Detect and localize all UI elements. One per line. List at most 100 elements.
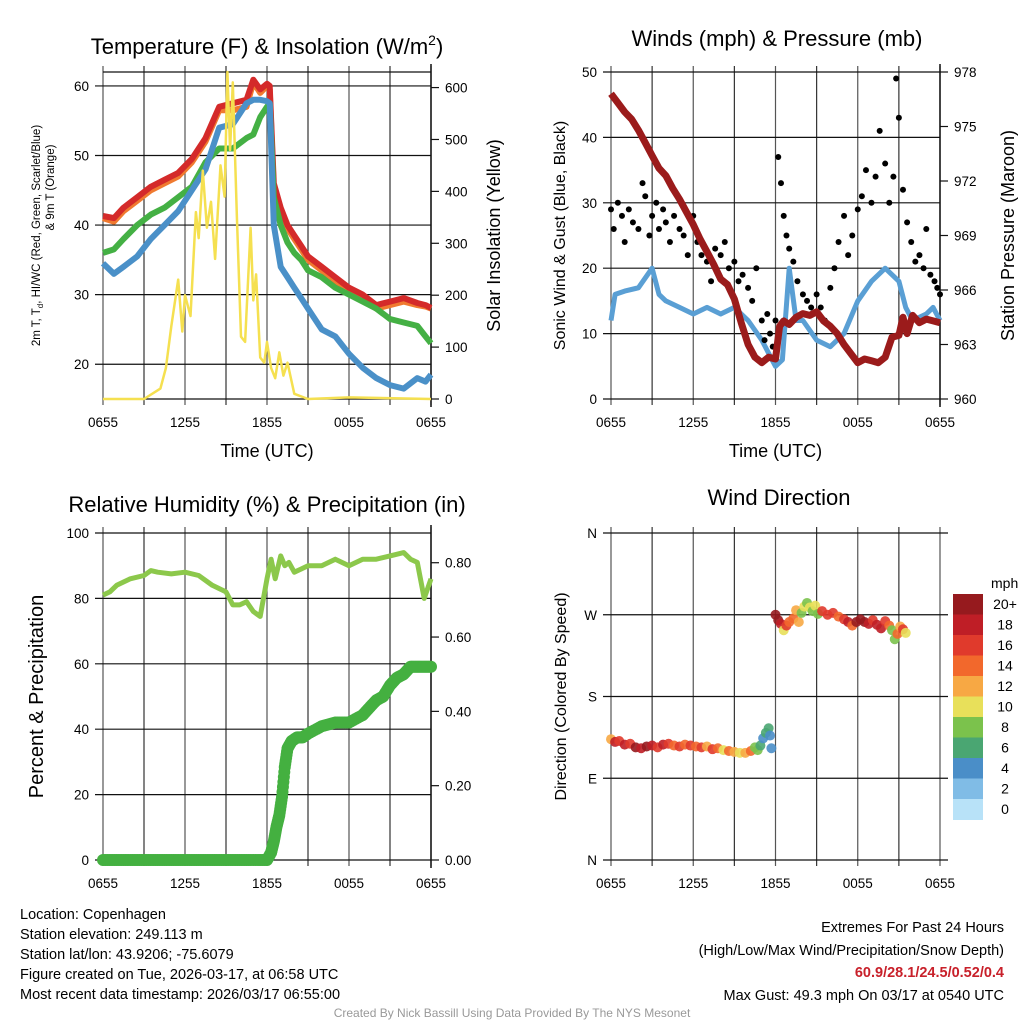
gust-point <box>708 278 715 285</box>
gust-point <box>764 310 771 317</box>
x-tick-label: 0655 <box>416 415 446 430</box>
y2-axis-label: Solar Insolation (Yellow) <box>484 139 504 331</box>
ylabel-part: , HI/WC (Red, Green, Scarlet/Blue) <box>31 125 43 304</box>
y2-tick-label: 963 <box>954 338 977 353</box>
precip-point <box>425 660 437 673</box>
direction-point <box>876 623 887 634</box>
gust-point <box>849 232 856 239</box>
gust-point <box>934 284 941 291</box>
elevation-text: Station elevation: 249.113 m <box>20 927 203 943</box>
legend-label: 12 <box>997 678 1013 694</box>
y-tick-label: 0 <box>81 853 89 868</box>
y-tick-label: 80 <box>74 591 89 606</box>
legend-label: 8 <box>1001 719 1009 735</box>
location-text: Location: Copenhagen <box>20 907 166 923</box>
x-tick-label: 1255 <box>170 876 200 891</box>
extremes-info: Extremes For Past 24 Hours (High/Low/Max… <box>699 917 1004 1007</box>
x-tick-label: 0055 <box>334 415 364 430</box>
gust-point <box>804 297 811 304</box>
gust-point <box>904 219 911 226</box>
y2-tick-label: 600 <box>445 81 468 96</box>
gust-point <box>916 252 923 259</box>
y-tick-label: 10 <box>582 327 597 342</box>
gust-point <box>868 199 875 206</box>
title-text: Temperature (F) & Insolation (W/m <box>91 34 428 59</box>
gust-point <box>735 278 742 285</box>
y2-tick-label: 966 <box>954 283 977 298</box>
y-axis-label: 2m T, Td, HI/WC (Red, Green, Scarlet/Blu… <box>31 125 45 346</box>
y-tick-label: 60 <box>74 657 89 672</box>
y-tick-label: 30 <box>582 196 597 211</box>
ylabel-part: 2m T, T <box>31 308 43 346</box>
x-tick-label: 0055 <box>334 876 364 891</box>
x-tick-label: 1855 <box>252 415 282 430</box>
x-tick-label: 0055 <box>843 415 873 430</box>
gust-point <box>872 173 879 180</box>
gust-point <box>753 265 760 272</box>
x-tick-label: 0655 <box>416 876 446 891</box>
max-gust-text: Max Gust: 49.3 mph On 03/17 at 0540 UTC <box>723 987 1004 1004</box>
legend-label: 6 <box>1001 740 1009 756</box>
y-tick-label: 40 <box>582 130 597 145</box>
gust-point <box>777 180 784 187</box>
chart-title: Temperature (F) & Insolation (W/m2) <box>91 32 444 59</box>
gust-point <box>739 271 746 278</box>
gust-point <box>680 232 687 239</box>
y2-tick-label: 0.60 <box>445 630 471 645</box>
gust-point <box>937 291 943 298</box>
y-tick-label: 20 <box>582 261 597 276</box>
x-tick-label: 1255 <box>678 415 708 430</box>
y2-tick-label: 969 <box>954 229 977 244</box>
y2-tick-label: 400 <box>445 184 468 199</box>
x-tick-label: 0655 <box>596 415 626 430</box>
created-text: Figure created on Tue, 2026-03-17, at 06… <box>20 967 339 983</box>
y-tick-label: 50 <box>582 65 597 80</box>
gust-point <box>767 330 774 337</box>
gust-point <box>783 232 790 239</box>
gust-point <box>758 317 765 324</box>
direction-point <box>793 617 804 628</box>
y-tick-label: 0 <box>589 392 597 407</box>
gust-point <box>908 239 915 246</box>
gust-point <box>841 212 848 219</box>
y2-tick-label: 960 <box>954 392 977 407</box>
gust-point <box>890 173 897 180</box>
y2-tick-label: 978 <box>954 65 977 80</box>
gust-point <box>698 252 705 259</box>
gust-point <box>649 212 656 219</box>
gust-point <box>886 199 893 206</box>
y-axis-label: Direction (Colored By Speed) <box>553 592 570 800</box>
gust-point <box>893 75 900 82</box>
legend-swatch <box>953 594 983 615</box>
y2-tick-label: 300 <box>445 236 468 251</box>
gust-point <box>854 206 861 213</box>
y2-axis-label: Station Pressure (Maroon) <box>998 130 1018 341</box>
gust-point <box>775 154 782 161</box>
gust-point <box>660 206 667 213</box>
y2-tick-label: 200 <box>445 288 468 303</box>
humidity-chart: Relative Humidity (%) & Precipitation (i… <box>26 492 471 891</box>
legend-label: 14 <box>997 658 1013 674</box>
direction-point <box>900 627 911 638</box>
direction-point <box>766 743 777 754</box>
gust-point <box>794 278 801 285</box>
gust-point <box>920 265 927 272</box>
title-text-end: ) <box>436 34 443 59</box>
y-axis-label-line2: & 9m T (Orange) <box>45 144 57 230</box>
x-tick-label: 1255 <box>170 415 200 430</box>
legend-swatch <box>953 758 983 779</box>
y-tick-label: 60 <box>74 79 89 94</box>
gust-point <box>745 284 752 291</box>
y2-tick-label: 975 <box>954 120 977 135</box>
y-tick-label: 50 <box>74 148 89 163</box>
temperature-chart: Temperature (F) & Insolation (W/m2) 0655 1… <box>31 32 504 461</box>
y2-tick-label: 500 <box>445 132 468 147</box>
gust-point <box>835 239 842 246</box>
extremes-title: Extremes For Past 24 Hours <box>821 920 1004 936</box>
gust-point <box>621 239 628 246</box>
legend-label: 18 <box>997 617 1013 633</box>
series-line-humidity <box>101 550 434 619</box>
gust-point <box>666 239 673 246</box>
gust-point <box>712 245 719 252</box>
gust-point <box>927 271 934 278</box>
